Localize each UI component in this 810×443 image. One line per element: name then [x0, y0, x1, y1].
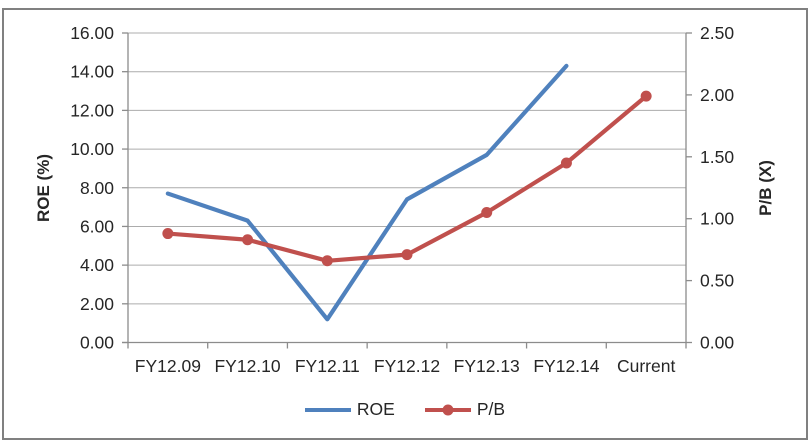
- legend-label-pb: P/B: [476, 399, 506, 419]
- left-axis-tick-label: 16.00: [70, 23, 114, 43]
- p-b-data-marker: [242, 234, 254, 246]
- pb-marker-sample-icon: [442, 404, 454, 415]
- p-b-data-marker: [321, 255, 333, 267]
- left-axis-title: ROE (%): [34, 154, 53, 222]
- p-b-data-marker: [640, 90, 652, 102]
- right-axis-title: P/B (X): [756, 160, 775, 216]
- right-axis-tick-label: 1.00: [700, 209, 734, 229]
- left-axis-tick-label: 2.00: [80, 294, 114, 314]
- roe-series-line: [165, 63, 569, 322]
- left-axis-tick-label: 8.00: [80, 178, 114, 198]
- p-b-data-marker: [560, 157, 572, 169]
- left-axis-tick-label: 12.00: [70, 100, 114, 120]
- left-axis-tick-label: 10.00: [70, 139, 114, 159]
- x-axis-category-label: FY12.11: [295, 356, 360, 376]
- x-axis-category-label: FY12.13: [454, 356, 520, 376]
- p-b-data-marker: [162, 228, 174, 240]
- x-axis-category-label: FY12.14: [533, 356, 599, 376]
- right-axis-tick-label: 0.00: [700, 333, 734, 353]
- legend-item-pb: P/B: [424, 399, 506, 420]
- p-b-series-line: [165, 94, 649, 263]
- left-axis-tick-label: 0.00: [80, 333, 114, 353]
- left-axis-tick-label: 6.00: [80, 216, 114, 236]
- x-axis-category-label: Current: [617, 356, 675, 376]
- left-axis-tick-label: 14.00: [70, 62, 114, 82]
- legend-item-roe: ROE: [304, 399, 395, 420]
- x-axis-category-label: FY12.09: [135, 356, 201, 376]
- x-axis-category-label: FY12.10: [214, 356, 280, 376]
- roe-line-sample-icon: [304, 407, 351, 412]
- x-axis-category-label: FY12.12: [374, 356, 440, 376]
- right-axis-tick-label: 0.50: [700, 271, 734, 291]
- p-b-data-marker: [401, 249, 413, 261]
- chart-frame: [2, 8, 808, 440]
- right-axis-tick-label: 2.50: [700, 23, 734, 43]
- p-b-data-marker: [481, 207, 493, 219]
- pb-line-sample-icon: [424, 404, 471, 415]
- legend-label-roe: ROE: [356, 399, 395, 419]
- legend: ROE P/B: [0, 399, 810, 420]
- left-axis-tick-label: 4.00: [80, 255, 114, 275]
- right-axis-tick-label: 1.50: [700, 147, 734, 167]
- right-axis-tick-label: 2.00: [700, 85, 734, 105]
